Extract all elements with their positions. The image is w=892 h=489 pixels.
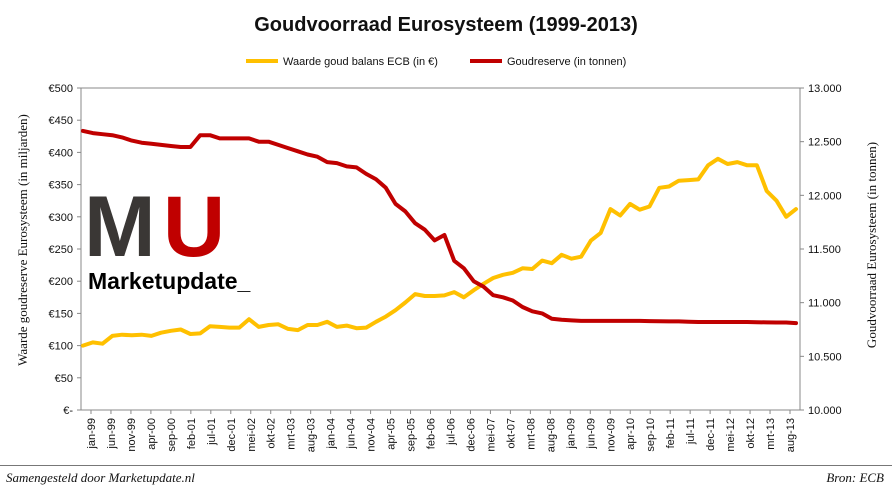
x-tick-label: feb-11 (665, 418, 677, 448)
left-tick-label: €450 (49, 115, 73, 127)
x-tick-label: jan-04 (326, 418, 338, 450)
x-tick-label: aug-08 (545, 418, 557, 452)
x-tick-label: jun-04 (346, 418, 358, 450)
x-tick-label: okt-12 (745, 418, 757, 449)
x-tick-label: sep-10 (645, 418, 657, 452)
left-tick-label: €350 (49, 180, 73, 192)
left-tick-label: €150 (49, 308, 73, 320)
logo-letter-u: U (163, 179, 225, 275)
x-axis: jan-99 jun-99 nov-99 apr-00 sep-00 feb-01 jul-… (86, 410, 797, 452)
x-tick-label: jul-11 (685, 418, 697, 445)
left-tick-label: €250 (49, 244, 73, 256)
x-tick-label: feb-01 (186, 418, 198, 449)
x-tick-label: jan-99 (86, 418, 98, 450)
x-tick-label: aug-03 (306, 418, 318, 452)
legend-label-red: Goudreserve (in tonnen) (507, 56, 626, 68)
y-axis-left-title: Waarde goudreserve Eurosysteem (in milja… (15, 114, 30, 366)
x-tick-label: jan-09 (565, 418, 577, 450)
left-tick-label: €- (63, 405, 73, 417)
left-axis: €- €50 €100 €150 €200 €250 €300 €350 €400 €450 €50… (49, 83, 81, 417)
right-tick-label: 10.000 (808, 405, 842, 417)
x-tick-label: mei-02 (246, 418, 258, 452)
x-tick-label: nov-99 (126, 418, 138, 452)
legend: Waarde goud balans ECB (in €) Goudreserv… (246, 56, 626, 68)
right-tick-label: 12.000 (808, 190, 842, 202)
x-tick-label: mrt-08 (525, 418, 537, 450)
x-tick-label: mrt-03 (286, 418, 298, 450)
series-line-gold-value (81, 156, 798, 348)
x-tick-label: okt-07 (505, 418, 517, 449)
right-tick-label: 11.000 (808, 298, 841, 310)
right-tick-label: 13.000 (808, 83, 842, 95)
x-tick-label: sep-00 (166, 418, 178, 452)
logo-subtitle: Marketupdate_ (88, 268, 251, 294)
legend-label-gold: Waarde goud balans ECB (in €) (283, 56, 438, 68)
x-tick-label: mei-12 (725, 418, 737, 452)
x-tick-label: okt-02 (266, 418, 278, 449)
left-tick-label: €300 (49, 212, 73, 224)
left-tick-label: €100 (49, 341, 73, 353)
x-tick-label: jun-09 (585, 418, 597, 450)
right-tick-label: 12.500 (808, 137, 842, 149)
left-tick-label: €200 (49, 276, 73, 288)
x-tick-label: jul-01 (206, 418, 218, 446)
series-layer (81, 128, 798, 348)
right-tick-label: 11.500 (808, 244, 841, 256)
x-tick-label: mrt-13 (765, 418, 777, 450)
left-tick-label: €50 (55, 373, 73, 385)
x-tick-label: nov-04 (366, 418, 378, 452)
x-tick-label: jun-99 (106, 418, 118, 450)
x-tick-label: dec-11 (705, 418, 717, 451)
x-tick-label: apr-00 (146, 418, 158, 450)
x-tick-label: feb-06 (426, 418, 438, 449)
x-tick-label: apr-10 (625, 418, 637, 450)
x-tick-label: jul-06 (445, 418, 457, 446)
footer-credit: Samengesteld door Marketupdate.nl (6, 470, 195, 485)
x-tick-label: aug-13 (785, 418, 797, 452)
marketupdate-logo: M U Marketupdate_ (84, 179, 251, 294)
left-tick-label: €400 (49, 147, 73, 159)
x-tick-label: nov-09 (605, 418, 617, 452)
logo-letter-m: M (84, 179, 156, 275)
right-tick-label: 10.500 (808, 351, 842, 363)
series-line-gold-reserve (81, 128, 798, 326)
footer-divider (0, 465, 892, 466)
x-tick-label: sep-05 (406, 418, 418, 452)
x-tick-label: apr-05 (386, 418, 398, 450)
right-axis: 10.000 10.500 11.000 11.500 12.000 12.500 13.0… (800, 83, 842, 417)
y-axis-right-title: Goudvoorraad Eurosysteem (in tonnen) (864, 142, 879, 348)
x-tick-label: mei-07 (485, 418, 497, 452)
x-tick-label: dec-06 (465, 418, 477, 452)
chart-title: Goudvoorraad Eurosysteem (1999-2013) (254, 14, 638, 36)
x-tick-label: dec-01 (226, 418, 238, 452)
left-tick-label: €500 (49, 83, 73, 95)
footer-source: Bron: ECB (826, 470, 884, 485)
